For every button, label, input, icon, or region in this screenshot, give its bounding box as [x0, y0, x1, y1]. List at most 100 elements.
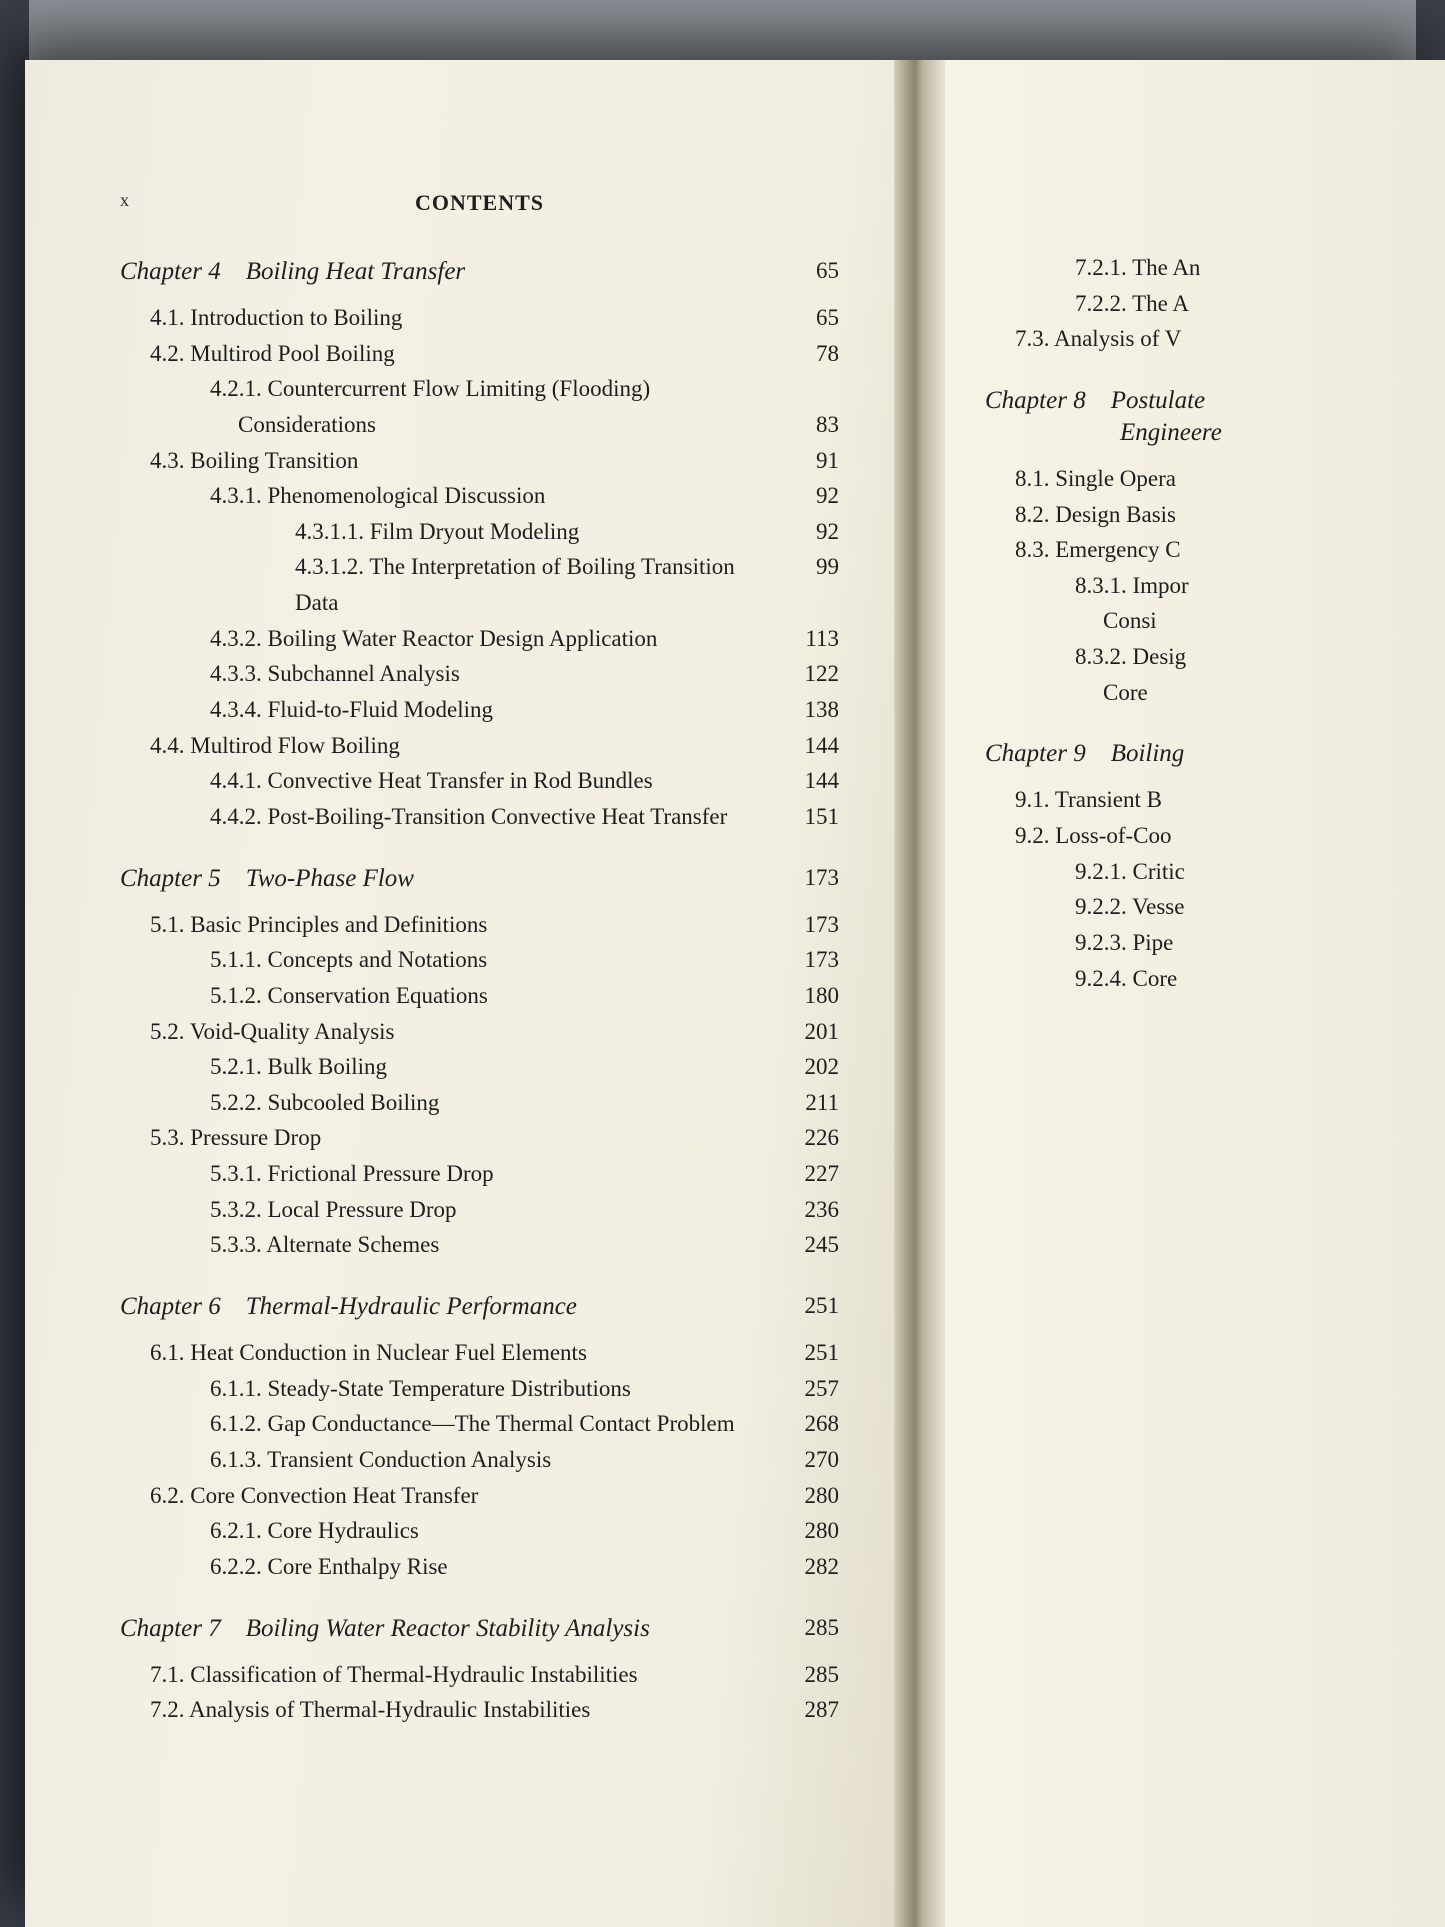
toc-entry-label: 4.2. Multirod Pool Boiling: [150, 336, 779, 372]
toc-entry-label: 6.2.1. Core Hydraulics: [210, 1513, 779, 1549]
toc-entry-label: 5.3.2. Local Pressure Drop: [210, 1192, 779, 1228]
toc-entry-page: 226: [779, 1120, 839, 1156]
left-page: x CONTENTS Chapter 4 Boiling Heat Transf…: [25, 60, 895, 1927]
toc-entry-page: 78: [779, 336, 839, 372]
toc-entry-page: 285: [779, 1657, 839, 1693]
chapter-title: Chapter 5 Two-Phase Flow173: [120, 865, 839, 893]
chapter-title: Chapter 8 Postulate: [985, 387, 1445, 415]
toc-entry-page: 282: [779, 1549, 839, 1585]
toc-entry-label: 4.4. Multirod Flow Boiling: [150, 728, 779, 764]
toc-entry: 4.3.4. Fluid-to-Fluid Modeling138: [120, 692, 839, 728]
toc-entry-page: 83: [779, 407, 839, 443]
toc-entry-label: 5.3.3. Alternate Schemes: [210, 1227, 779, 1263]
toc-entry: 9.2.1. Critic: [985, 854, 1445, 890]
page-number: x: [120, 190, 129, 211]
toc-entry: 9.2.3. Pipe: [985, 925, 1445, 961]
toc-entry-label: 6.2. Core Convection Heat Transfer: [150, 1478, 779, 1514]
toc-entry-label: 9.2.1. Critic: [1075, 854, 1445, 890]
toc-entry-page: 99: [779, 549, 839, 620]
toc-entry-page: 287: [779, 1692, 839, 1728]
toc-entry: 5.1.1. Concepts and Notations173: [120, 942, 839, 978]
toc-entry: 8.3. Emergency C: [985, 532, 1445, 568]
toc-entry-label: 6.1. Heat Conduction in Nuclear Fuel Ele…: [150, 1335, 779, 1371]
toc-entry-label: 8.2. Design Basis: [1015, 497, 1445, 533]
toc-entry-page: 92: [779, 514, 839, 550]
toc-entry-label: Considerations: [238, 407, 779, 443]
toc-entry-label: 4.3.1. Phenomenological Discussion: [210, 478, 779, 514]
toc-entry-label: 9.2.3. Pipe: [1075, 925, 1445, 961]
toc-entry: 9.2. Loss-of-Coo: [985, 818, 1445, 854]
toc-entry: 7.1. Classification of Thermal-Hydraulic…: [120, 1657, 839, 1693]
toc-entry-page: 144: [779, 728, 839, 764]
toc-entry-label: 8.3.2. Desig: [1075, 639, 1445, 675]
toc-entry: 5.2.1. Bulk Boiling202: [120, 1049, 839, 1085]
toc-entry-label: 6.1.2. Gap Conductance—The Thermal Conta…: [210, 1406, 779, 1442]
toc-entry: 7.3. Analysis of V: [985, 321, 1445, 357]
toc-entry: 4.1. Introduction to Boiling65: [120, 300, 839, 336]
toc-entry-label: Core: [1103, 675, 1445, 711]
toc-entry: 6.1. Heat Conduction in Nuclear Fuel Ele…: [120, 1335, 839, 1371]
contents-body-right: 7.2.1. The An7.2.2. The A7.3. Analysis o…: [985, 250, 1445, 996]
chapter-subtitle: Engineere: [985, 419, 1445, 447]
chapter-title: Chapter 4 Boiling Heat Transfer65: [120, 258, 839, 286]
toc-entry-label: 9.2.4. Core: [1075, 961, 1445, 997]
toc-entry-page: 211: [779, 1085, 839, 1121]
toc-entry: 5.3. Pressure Drop226: [120, 1120, 839, 1156]
toc-entry-label: 7.3. Analysis of V: [1015, 321, 1445, 357]
toc-entry: 5.2.2. Subcooled Boiling211: [120, 1085, 839, 1121]
toc-entry: 5.3.3. Alternate Schemes245: [120, 1227, 839, 1263]
toc-entry: 4.3. Boiling Transition91: [120, 443, 839, 479]
toc-entry-page: 92: [779, 478, 839, 514]
toc-entry: 8.1. Single Opera: [985, 461, 1445, 497]
toc-entry-page: 202: [779, 1049, 839, 1085]
toc-entry-page: 280: [779, 1513, 839, 1549]
toc-entry: 4.3.1. Phenomenological Discussion92: [120, 478, 839, 514]
toc-entry-label: 4.3.3. Subchannel Analysis: [210, 656, 779, 692]
toc-entry-label: 5.2.2. Subcooled Boiling: [210, 1085, 779, 1121]
right-page: 7.2.1. The An7.2.2. The A7.3. Analysis o…: [945, 60, 1445, 1927]
chapter-title-text: Chapter 6 Thermal-Hydraulic Performance: [120, 1293, 779, 1321]
toc-entry-label: 6.1.3. Transient Conduction Analysis: [210, 1442, 779, 1478]
chapter-title-text: Chapter 7 Boiling Water Reactor Stabilit…: [120, 1615, 779, 1643]
toc-entry: 6.2. Core Convection Heat Transfer280: [120, 1478, 839, 1514]
toc-entry-label: 5.1. Basic Principles and Definitions: [150, 907, 779, 943]
toc-entry-label: 4.1. Introduction to Boiling: [150, 300, 779, 336]
toc-entry-page: [779, 371, 839, 407]
toc-entry-page: 138: [779, 692, 839, 728]
toc-entry-page: 65: [779, 300, 839, 336]
toc-entry-label: 5.3. Pressure Drop: [150, 1120, 779, 1156]
toc-entry-label: 7.1. Classification of Thermal-Hydraulic…: [150, 1657, 779, 1693]
toc-entry-label: 7.2.2. The A: [1075, 286, 1445, 322]
chapter-page: 173: [779, 865, 839, 893]
toc-entry: 9.2.2. Vesse: [985, 889, 1445, 925]
chapter-page: 285: [779, 1615, 839, 1643]
toc-entry-label: 7.2.1. The An: [1075, 250, 1445, 286]
toc-entry: 5.1. Basic Principles and Definitions173: [120, 907, 839, 943]
toc-entry-page: 113: [779, 621, 839, 657]
toc-entry-label: 9.2. Loss-of-Coo: [1015, 818, 1445, 854]
toc-entry: 6.2.2. Core Enthalpy Rise282: [120, 1549, 839, 1585]
toc-entry: 8.3.2. Desig: [985, 639, 1445, 675]
toc-entry: 4.2. Multirod Pool Boiling78: [120, 336, 839, 372]
toc-entry: 4.3.3. Subchannel Analysis122: [120, 656, 839, 692]
toc-entry-label: 4.3.4. Fluid-to-Fluid Modeling: [210, 692, 779, 728]
toc-entry: 4.3.1.2. The Interpretation of Boiling T…: [120, 549, 839, 620]
toc-entry-label: 6.2.2. Core Enthalpy Rise: [210, 1549, 779, 1585]
toc-entry: 5.3.1. Frictional Pressure Drop227: [120, 1156, 839, 1192]
toc-entry-page: 268: [779, 1406, 839, 1442]
toc-entry-page: 91: [779, 443, 839, 479]
toc-entry: 8.3.1. Impor: [985, 568, 1445, 604]
open-book: x CONTENTS Chapter 4 Boiling Heat Transf…: [25, 60, 1445, 1927]
toc-entry-label: 8.3.1. Impor: [1075, 568, 1445, 604]
contents-heading: CONTENTS: [120, 190, 839, 216]
chapter-title-text: Chapter 9 Boiling: [985, 740, 1445, 768]
toc-entry: 5.1.2. Conservation Equations180: [120, 978, 839, 1014]
chapter-title: Chapter 7 Boiling Water Reactor Stabilit…: [120, 1615, 839, 1643]
toc-entry: 4.3.2. Boiling Water Reactor Design Appl…: [120, 621, 839, 657]
toc-entry-label: 9.2.2. Vesse: [1075, 889, 1445, 925]
toc-entry: 4.2.1. Countercurrent Flow Limiting (Flo…: [120, 371, 839, 407]
toc-entry: 7.2. Analysis of Thermal-Hydraulic Insta…: [120, 1692, 839, 1728]
toc-entry-page: 236: [779, 1192, 839, 1228]
toc-entry-label: Consi: [1103, 603, 1445, 639]
toc-entry-label: 8.3. Emergency C: [1015, 532, 1445, 568]
